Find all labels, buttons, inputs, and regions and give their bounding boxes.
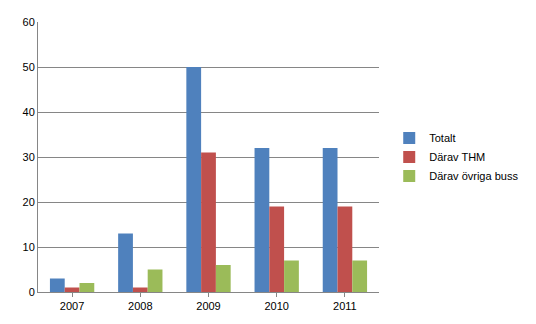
svg-text:2011: 2011 [333,300,357,312]
svg-text:Totalt: Totalt [429,132,455,144]
svg-text:40: 40 [23,106,35,118]
svg-text:0: 0 [29,286,35,298]
svg-text:Därav THM: Därav THM [429,151,485,163]
svg-text:30: 30 [23,151,35,163]
svg-text:2010: 2010 [264,300,288,312]
svg-text:20: 20 [23,196,35,208]
svg-text:50: 50 [23,61,35,73]
svg-text:2007: 2007 [60,300,84,312]
svg-text:2008: 2008 [128,300,152,312]
svg-text:Därav övriga buss: Därav övriga buss [429,170,518,182]
svg-text:10: 10 [23,241,35,253]
svg-text:60: 60 [23,16,35,28]
svg-text:2009: 2009 [196,300,220,312]
